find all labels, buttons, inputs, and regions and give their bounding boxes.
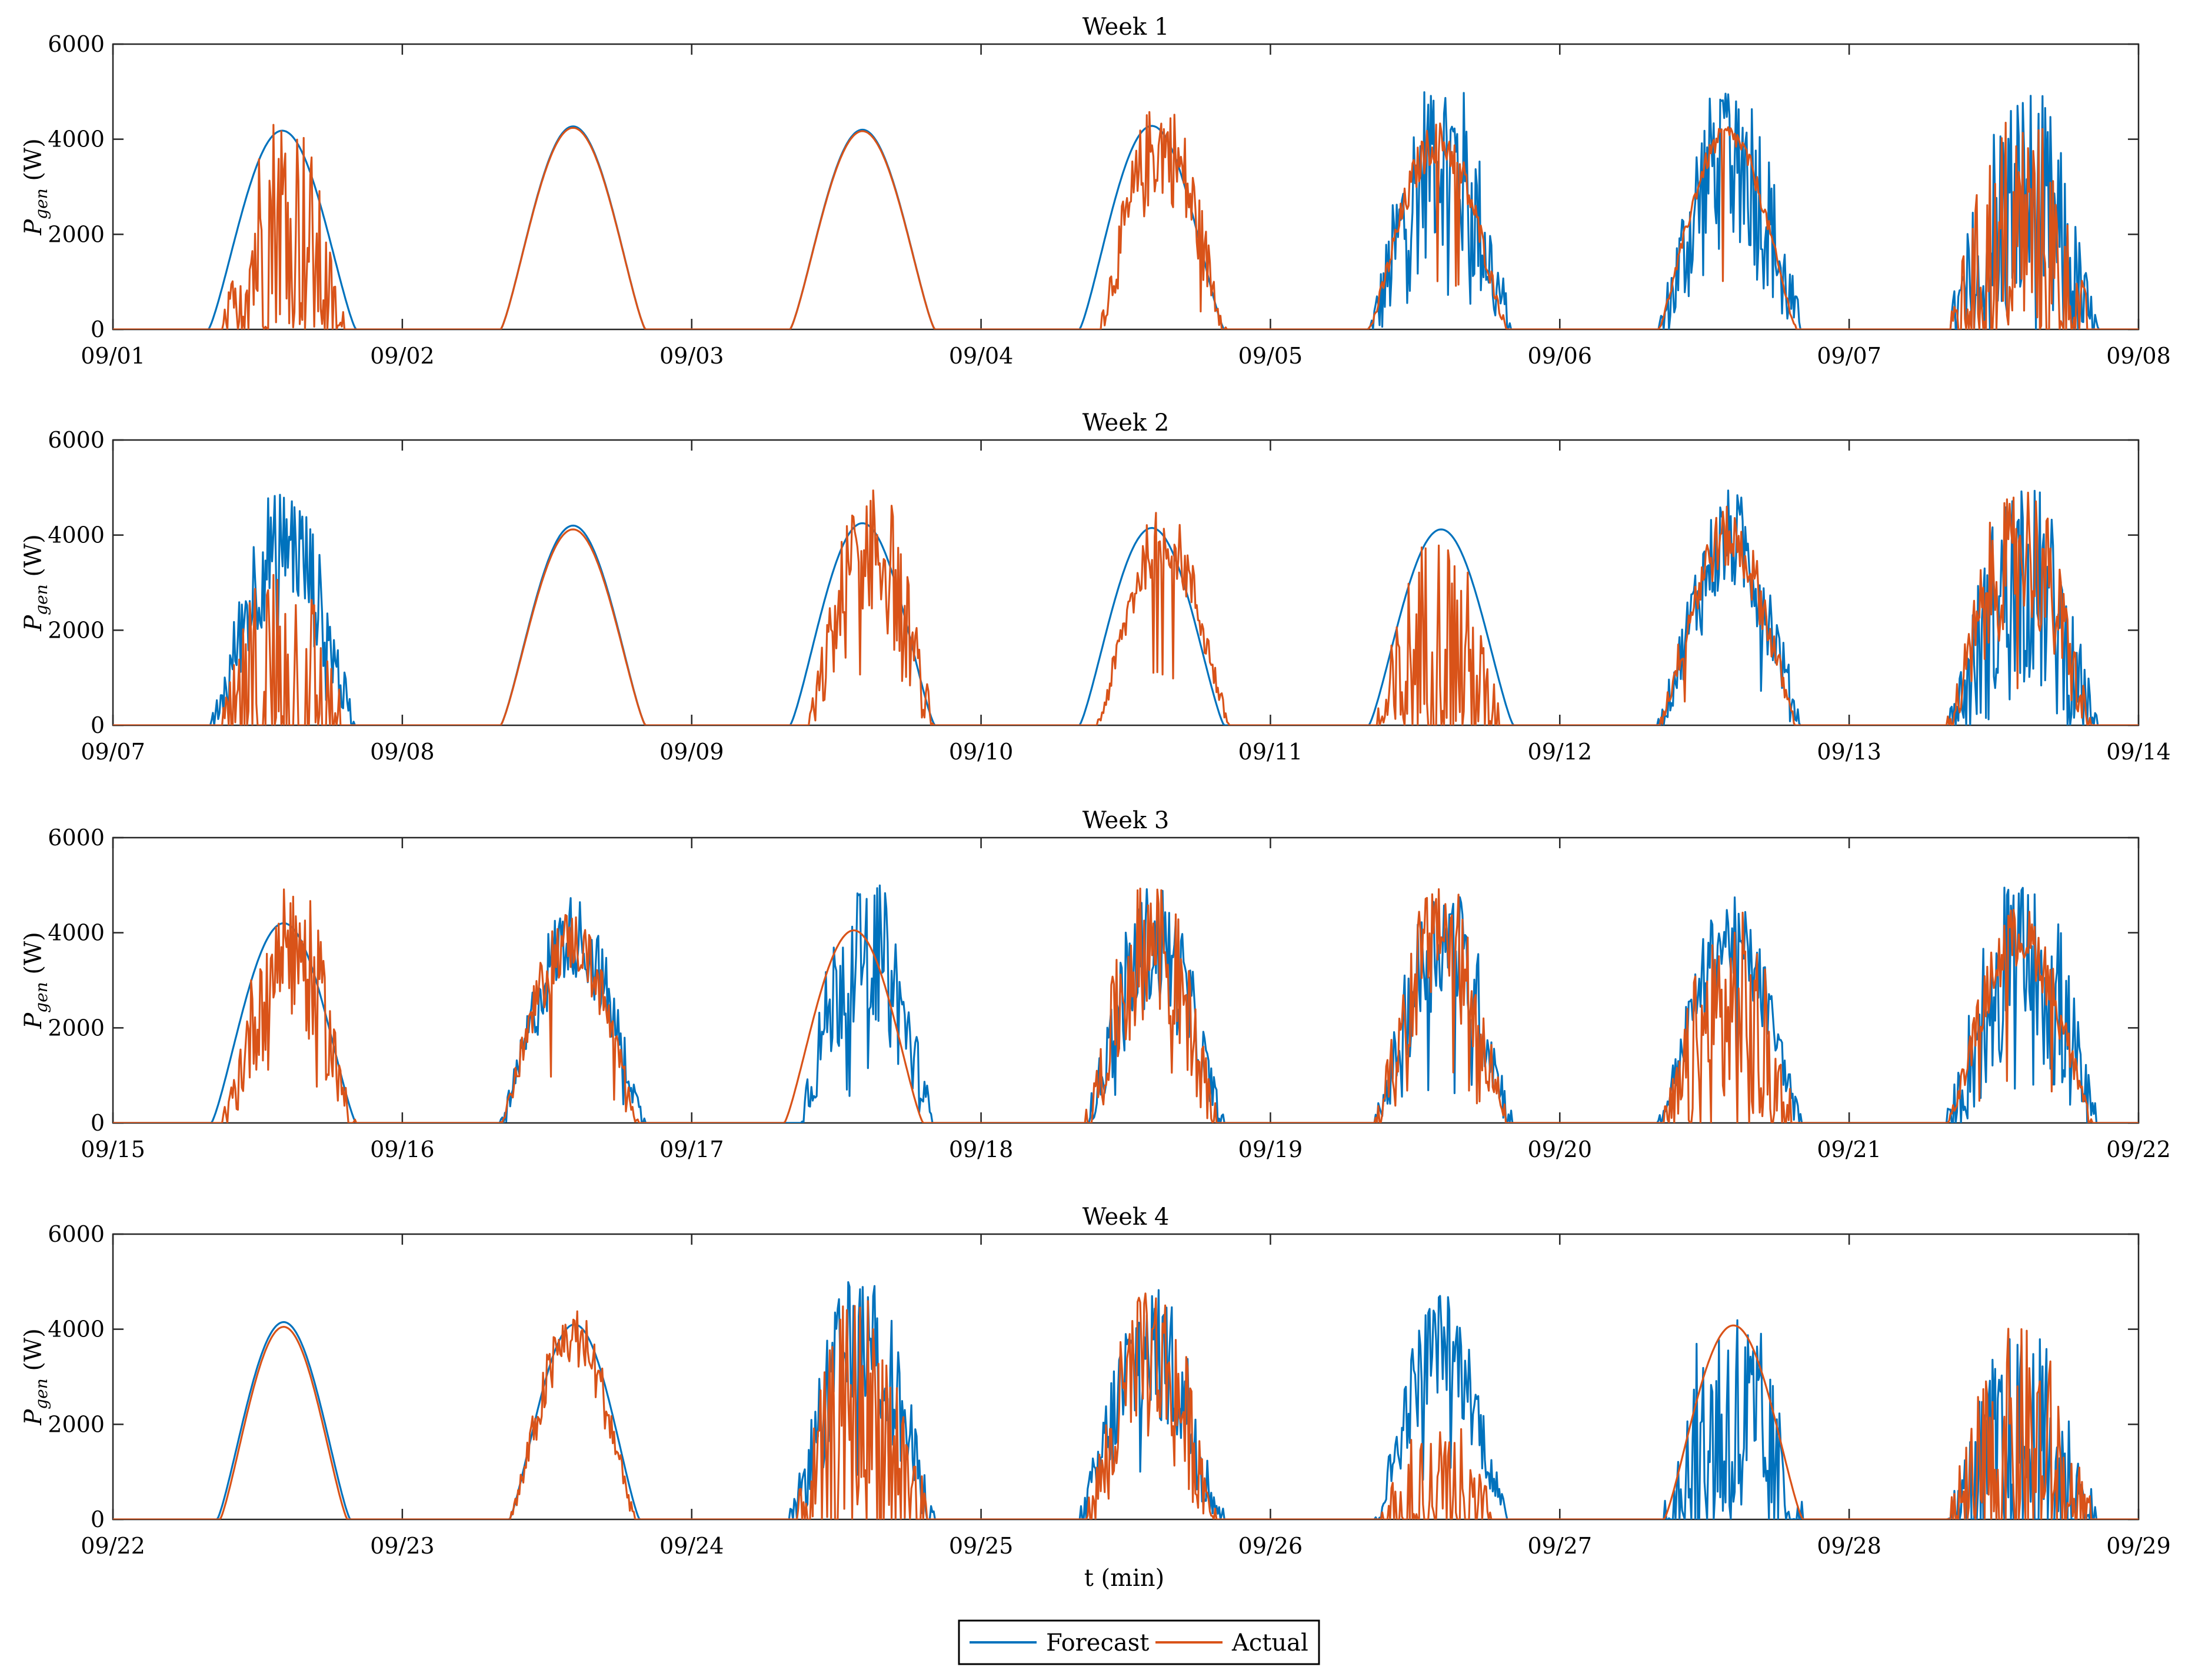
x-tick-label: 09/12 — [1528, 739, 1593, 765]
panel-title: Week 1 — [1082, 14, 1170, 41]
actual-series-line — [113, 1292, 2139, 1519]
x-tick-label: 09/03 — [660, 343, 724, 369]
y-tick-label: 4000 — [48, 1316, 105, 1342]
panel-week-1: Week 1 0 2000 4000 6000 09/01 09/02 09/03 09/04 0… — [20, 14, 2171, 369]
y-axis-label: Pgen (W) — [20, 534, 51, 632]
y-tick-label: 2000 — [48, 221, 105, 247]
x-tick-label: 09/21 — [1817, 1136, 1881, 1162]
y-axis-label: Pgen (W) — [20, 1328, 51, 1426]
actual-series-line — [113, 111, 2139, 329]
x-tick-label: 09/23 — [370, 1533, 435, 1559]
x-tick-label: 09/28 — [1817, 1533, 1881, 1559]
x-tick-label: 09/14 — [2106, 739, 2171, 765]
x-tick-label: 09/07 — [1817, 343, 1881, 369]
y-tick-label: 0 — [91, 712, 105, 738]
x-tick-label: 09/08 — [370, 739, 435, 765]
x-tick-label: 09/08 — [2106, 343, 2171, 369]
y-tick-label: 4000 — [48, 522, 105, 548]
y-tick-label: 6000 — [48, 31, 105, 57]
x-tick-label: 09/07 — [81, 739, 145, 765]
x-tick-label: 09/26 — [1238, 1533, 1303, 1559]
panel-title: Week 2 — [1082, 409, 1170, 436]
forecast-series-line — [113, 489, 2139, 725]
actual-series-line — [113, 888, 2139, 1123]
x-tick-label: 09/17 — [660, 1136, 724, 1162]
y-tick-label: 0 — [91, 316, 105, 342]
x-tick-label: 09/05 — [1238, 343, 1303, 369]
panels-group: Week 1 0 2000 4000 6000 09/01 09/02 09/03 09/04 0… — [20, 14, 2171, 1559]
x-tick-label: 09/20 — [1528, 1136, 1593, 1162]
y-axis-label: Pgen (W) — [20, 138, 51, 236]
panel-title: Week 3 — [1082, 807, 1170, 834]
y-tick-label: 4000 — [48, 920, 105, 946]
plot-area — [112, 43, 2140, 331]
plot-area — [112, 439, 2140, 726]
x-tick-label: 09/18 — [949, 1136, 1014, 1162]
panel-week-2: Week 2 0 2000 4000 6000 09/07 09/08 09/09 09/10 0… — [20, 409, 2171, 765]
y-tick-label: 2000 — [48, 1015, 105, 1041]
x-tick-label: 09/29 — [2106, 1533, 2171, 1559]
panel-week-4: Week 4 0 2000 4000 6000 09/22 09/23 09/24 09/25 0… — [20, 1204, 2171, 1559]
legend-actual-label: Actual — [1231, 1629, 1308, 1656]
x-tick-label: 09/19 — [1238, 1136, 1303, 1162]
x-tick-label: 09/01 — [81, 343, 145, 369]
x-tick-label: 09/04 — [949, 343, 1014, 369]
actual-series-line — [113, 489, 2139, 725]
x-tick-label: 09/10 — [949, 739, 1014, 765]
x-tick-label: 09/27 — [1528, 1533, 1593, 1559]
x-tick-label: 09/15 — [81, 1136, 145, 1162]
forecast-series-line — [113, 884, 2139, 1123]
legend-forecast-label: Forecast — [1046, 1629, 1149, 1656]
x-tick-label: 09/25 — [949, 1533, 1014, 1559]
y-tick-label: 0 — [91, 1506, 105, 1532]
y-tick-label: 2000 — [48, 1411, 105, 1437]
forecast-series-line — [113, 91, 2139, 329]
x-tick-label: 09/24 — [660, 1533, 724, 1559]
x-tick-label: 09/02 — [370, 343, 435, 369]
y-tick-label: 6000 — [48, 427, 105, 453]
x-tick-label: 09/22 — [81, 1533, 145, 1559]
y-tick-label: 6000 — [48, 1221, 105, 1247]
panel-week-3: Week 3 0 2000 4000 6000 09/15 09/16 09/17 09/18 0… — [20, 807, 2171, 1162]
y-tick-label: 6000 — [48, 825, 105, 851]
x-tick-label: 09/09 — [660, 739, 724, 765]
x-tick-label: 09/06 — [1528, 343, 1593, 369]
y-tick-label: 4000 — [48, 126, 105, 152]
legend: Forecast Actual — [958, 1619, 1320, 1665]
y-axis-label: Pgen (W) — [20, 932, 51, 1029]
x-axis-label: t (min) — [1084, 1565, 1164, 1592]
x-tick-label: 09/16 — [370, 1136, 435, 1162]
y-tick-label: 0 — [91, 1110, 105, 1136]
panel-title: Week 4 — [1082, 1204, 1170, 1231]
y-tick-label: 2000 — [48, 617, 105, 643]
x-tick-label: 09/13 — [1817, 739, 1881, 765]
x-tick-label: 09/11 — [1238, 739, 1303, 765]
x-tick-label: 09/22 — [2106, 1136, 2171, 1162]
